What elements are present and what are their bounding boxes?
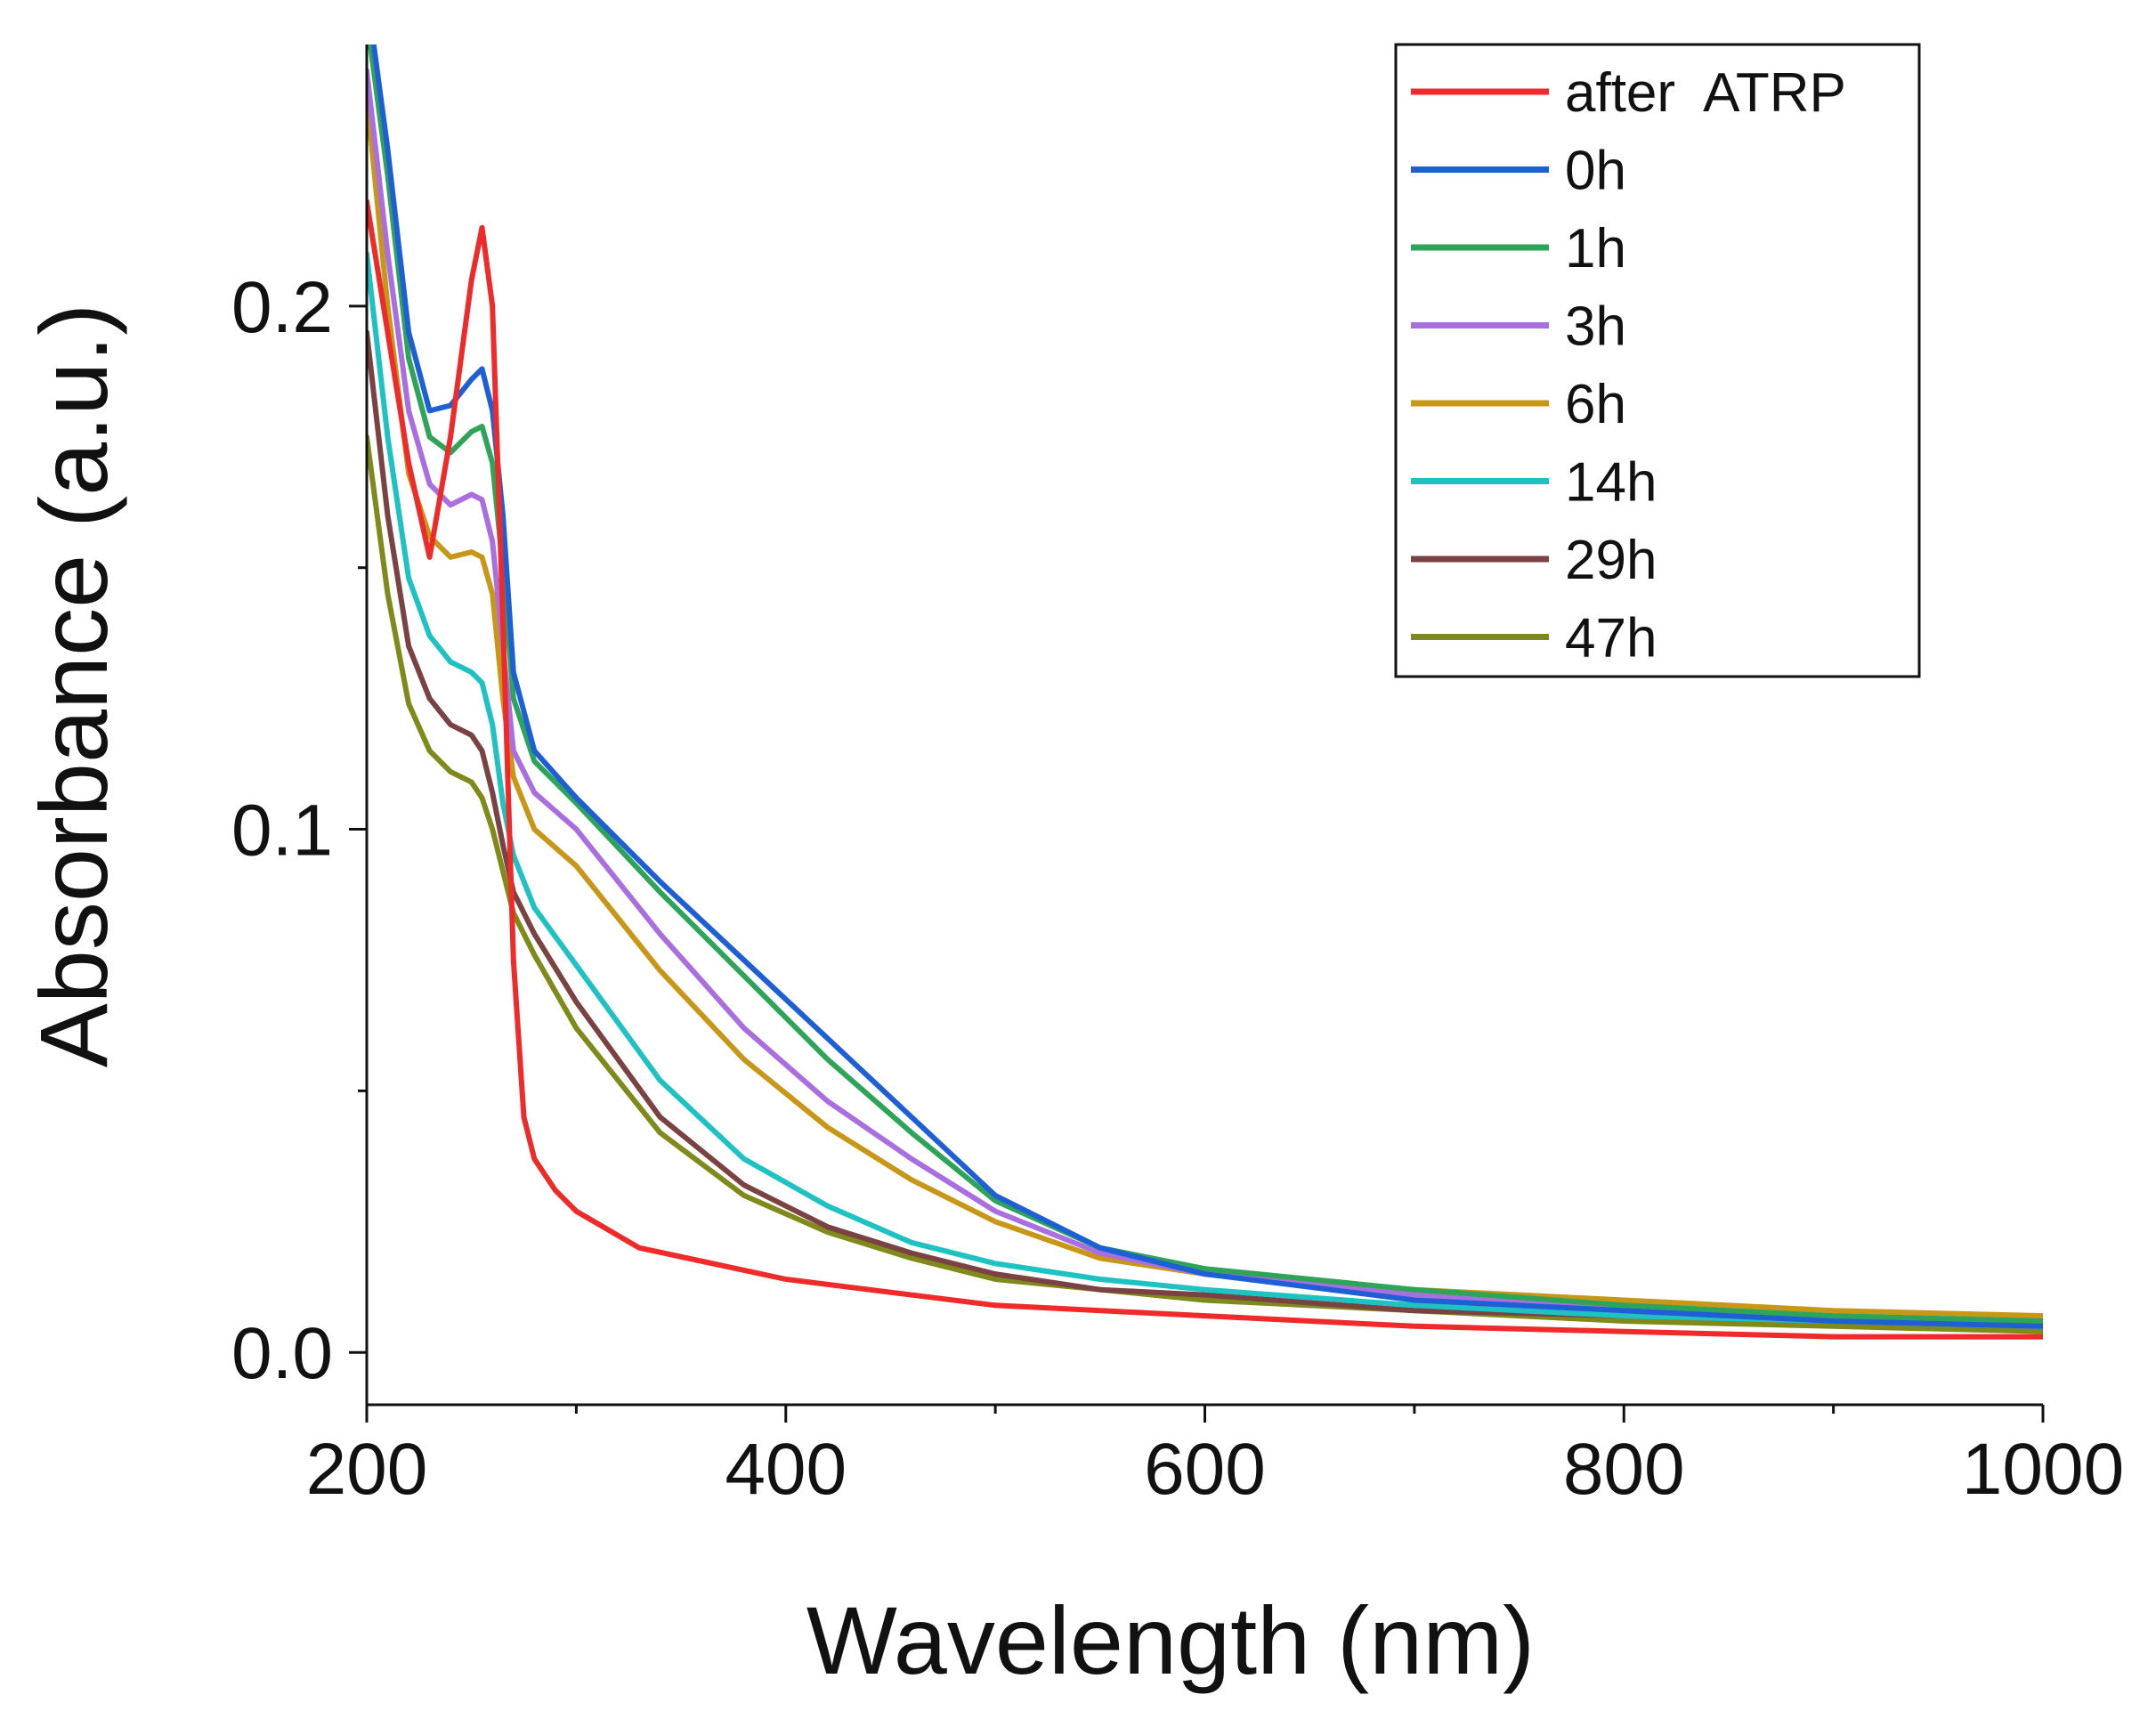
y-axis-title: Absorbance (a.u.) [20, 304, 127, 1067]
legend-label-6: 14h [1565, 452, 1657, 514]
ticks-layer: 200 400 600 800 1000 0.0 0.1 0.2 [231, 267, 2124, 1510]
x-tick-label: 200 [306, 1429, 428, 1510]
legend-label-4: 3h [1565, 296, 1626, 358]
legend-box [1394, 43, 1921, 678]
series-layer [367, 45, 2043, 1340]
x-axis-title: Wavelength (nm) [806, 1586, 1535, 1694]
y-tick-label: 0.1 [231, 791, 333, 872]
legend-label-2: 0h [1565, 141, 1626, 202]
legend: after ATRP 0h 1h 3h 6h 14h 29h 47h [1394, 43, 1921, 678]
y-tick-label: 0.2 [231, 267, 333, 348]
series-line-2 [370, 45, 2043, 1329]
y-tick-label: 0.0 [231, 1313, 333, 1394]
legend-label-7: 29h [1565, 530, 1657, 591]
x-tick-label: 600 [1144, 1429, 1266, 1510]
legend-label-5: 6h [1565, 374, 1626, 435]
x-tick-label: 800 [1563, 1429, 1685, 1510]
legend-label-1: after ATRP [1565, 62, 1846, 124]
series-line-7 [367, 329, 2043, 1329]
legend-label-8: 47h [1565, 608, 1657, 669]
series-line-6 [367, 251, 2043, 1329]
x-tick-label: 1000 [1962, 1429, 2124, 1510]
series-line-1 [367, 199, 2043, 1340]
x-tick-label: 400 [725, 1429, 847, 1510]
series-line-8 [367, 434, 2043, 1334]
legend-label-3: 1h [1565, 218, 1626, 280]
series-line-3 [367, 45, 2043, 1324]
